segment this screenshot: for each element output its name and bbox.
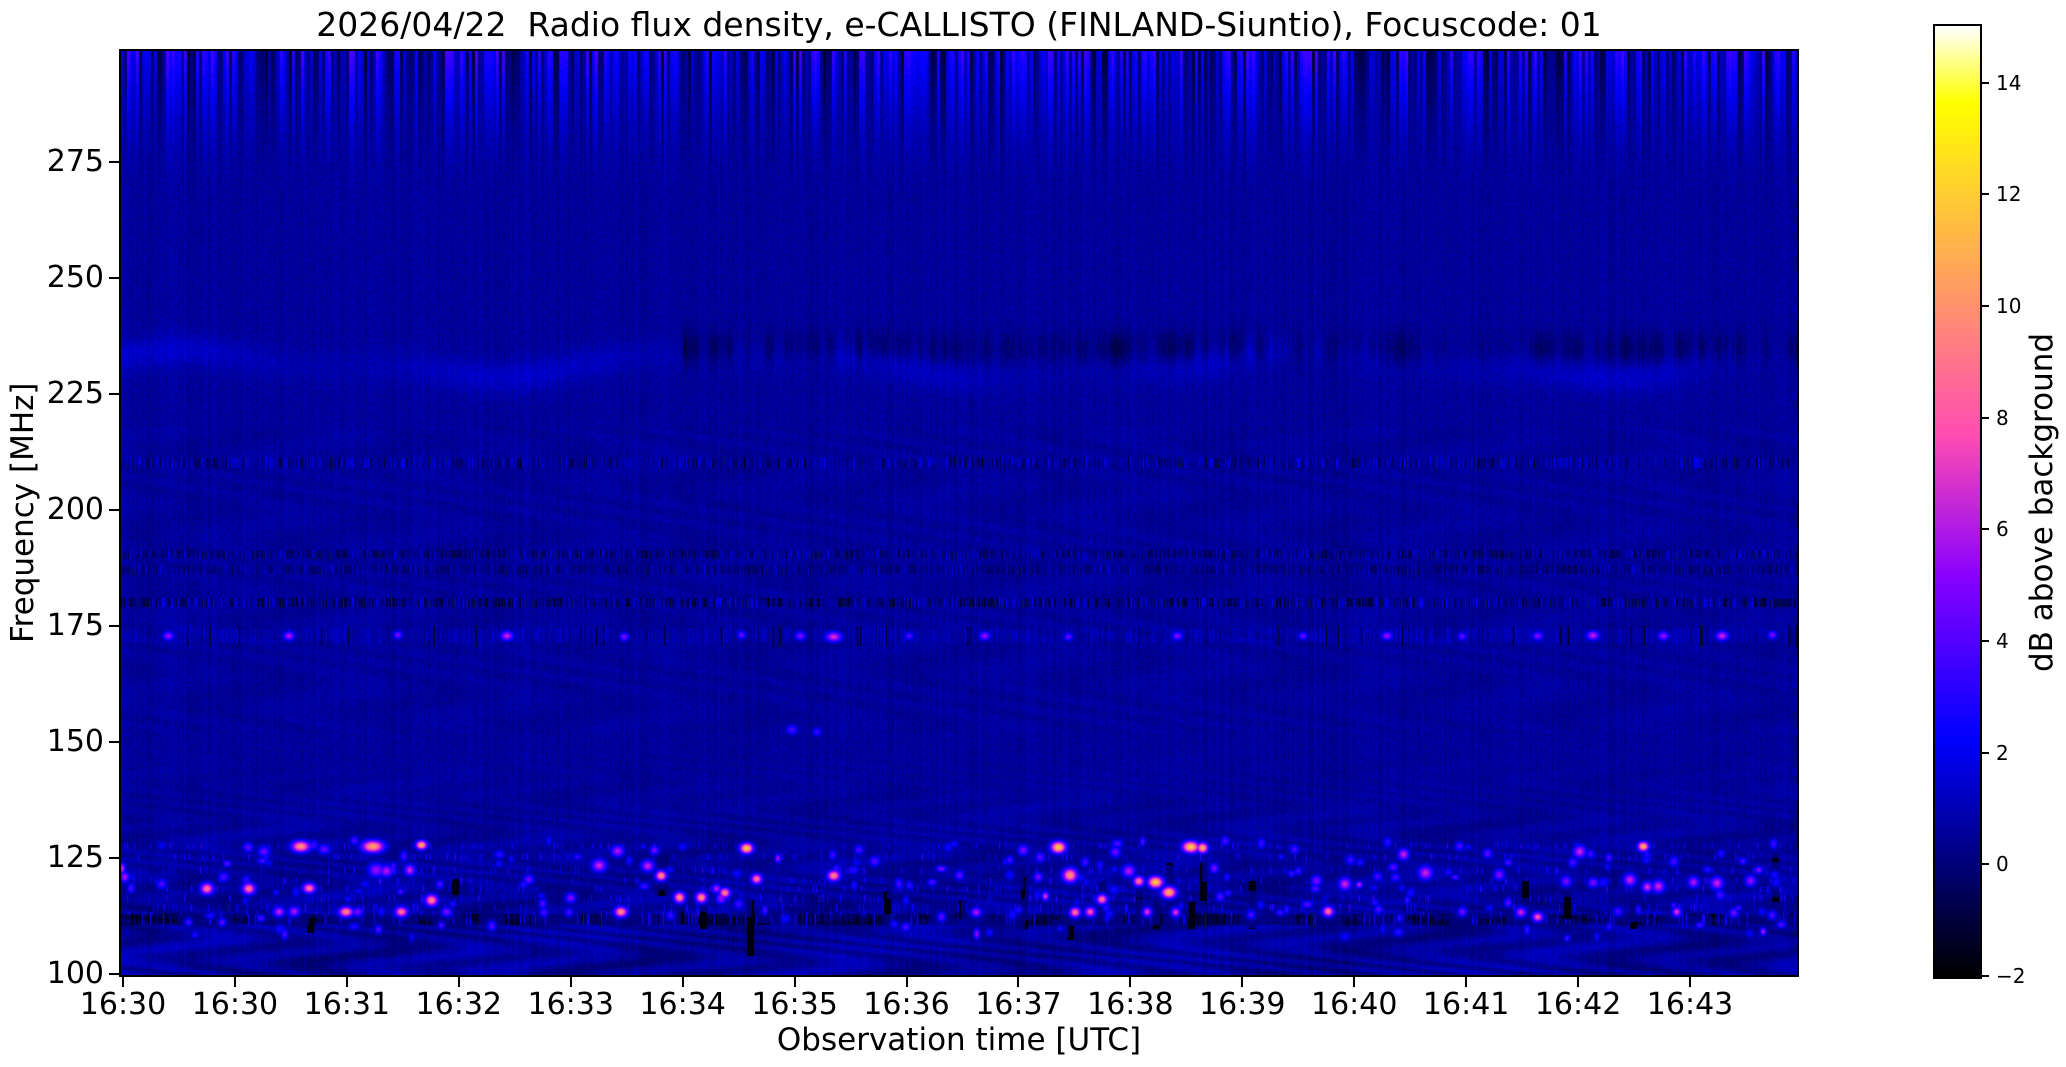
- x-tick-mark: [233, 977, 236, 987]
- colorbar-tick-mark: [1982, 81, 1989, 84]
- colorbar-gradient: [1933, 24, 1982, 979]
- colorbar-tick-label: 6: [1996, 517, 2009, 542]
- colorbar-tick-mark: [1982, 863, 1989, 866]
- y-tick-label: 100: [46, 956, 104, 991]
- y-tick-mark: [109, 625, 119, 628]
- x-tick-mark: [457, 977, 460, 987]
- y-tick-label: 225: [46, 376, 104, 412]
- x-tick-label: 16:41: [1422, 987, 1510, 1022]
- x-tick-label: 16:36: [863, 987, 950, 1022]
- x-tick-label: 16:37: [975, 987, 1062, 1022]
- x-axis-label: Observation time [UTC]: [776, 1022, 1142, 1058]
- colorbar-tick-label: 0: [1996, 852, 2009, 877]
- colorbar-tick-mark: [1982, 305, 1989, 308]
- colorbar-label: dB above background: [2024, 332, 2060, 672]
- colorbar-tick-mark: [1982, 975, 1989, 977]
- x-tick-label: 16:31: [303, 987, 391, 1022]
- x-tick-label: 16:34: [639, 987, 726, 1022]
- x-tick-label: 16:33: [527, 987, 614, 1022]
- x-tick-mark: [345, 977, 348, 987]
- colorbar-tick-label: 2: [1996, 740, 2009, 765]
- x-tick-mark: [1129, 977, 1132, 987]
- colorbar-tick-mark: [1982, 416, 1989, 419]
- colorbar-tick-mark: [1982, 193, 1989, 196]
- x-tick-mark: [681, 977, 684, 987]
- plot-title: 2026/04/22 Radio flux density, e-CALLIST…: [316, 5, 1602, 44]
- x-tick-label: 16:42: [1534, 987, 1622, 1022]
- x-tick-label: 16:30: [191, 987, 279, 1022]
- y-tick-mark: [109, 161, 119, 164]
- colorbar-tick-mark: [1982, 528, 1989, 531]
- colorbar-tick-label: 4: [1996, 629, 2009, 654]
- y-tick-mark: [109, 741, 119, 744]
- x-tick-label: 16:38: [1087, 987, 1174, 1022]
- y-tick-label: 200: [46, 492, 104, 528]
- colorbar-tick-label: 14: [1996, 70, 2022, 95]
- x-tick-mark: [1465, 977, 1468, 987]
- y-tick-label: 275: [46, 144, 104, 180]
- x-tick-mark: [905, 977, 908, 987]
- y-tick-label: 150: [46, 724, 104, 760]
- x-tick-label: 16:30: [79, 987, 167, 1022]
- spectrogram-canvas: [119, 49, 1799, 977]
- y-tick-mark: [109, 277, 119, 280]
- colorbar-tick-label: −2: [1996, 964, 2026, 988]
- x-tick-label: 16:40: [1310, 987, 1398, 1022]
- colorbar-tick-label: 8: [1996, 405, 2009, 430]
- y-tick-label: 175: [46, 608, 104, 644]
- x-tick-mark: [122, 977, 124, 987]
- colorbar-tick-mark: [1982, 640, 1989, 643]
- x-tick-mark: [569, 977, 572, 987]
- colorbar-tick-label: 10: [1996, 294, 2022, 319]
- x-tick-label: 16:39: [1199, 987, 1286, 1022]
- x-tick-label: 16:43: [1646, 987, 1734, 1022]
- colorbar-tick-label: 12: [1996, 182, 2022, 207]
- y-tick-mark: [109, 857, 119, 860]
- y-tick-mark: [109, 393, 119, 396]
- x-tick-mark: [1689, 977, 1692, 987]
- y-tick-label: 250: [46, 260, 104, 296]
- y-tick-mark: [109, 509, 119, 512]
- x-tick-mark: [1241, 977, 1244, 987]
- x-tick-mark: [1577, 977, 1580, 987]
- colorbar-tick-mark: [1982, 751, 1989, 754]
- x-tick-mark: [793, 977, 796, 987]
- x-tick-label: 16:35: [751, 987, 838, 1022]
- x-tick-mark: [1017, 977, 1020, 987]
- x-tick-mark: [1353, 977, 1356, 987]
- x-tick-label: 16:32: [415, 987, 503, 1022]
- y-tick-label: 125: [46, 840, 104, 876]
- y-tick-mark: [109, 973, 119, 975]
